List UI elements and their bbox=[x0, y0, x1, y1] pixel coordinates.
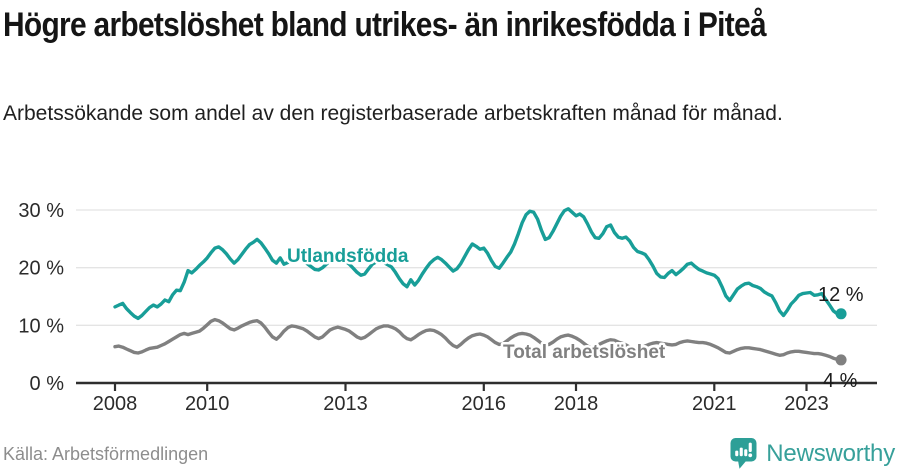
y-axis-label: 10 % bbox=[18, 315, 64, 337]
page-title: Högre arbetslöshet bland utrikes- än inr… bbox=[3, 6, 767, 44]
page-subtitle: Arbetssökande som andel av den registerb… bbox=[3, 102, 783, 125]
series-end-dot-total-arbetsloshet bbox=[835, 354, 847, 366]
series-end-value-utlandsfodda: 12 % bbox=[818, 284, 864, 306]
x-axis-label: 2013 bbox=[323, 393, 368, 415]
x-axis-label: 2023 bbox=[784, 393, 829, 415]
series-end-dot-utlandsfodda bbox=[835, 308, 847, 320]
newsworthy-wordmark: Newsworthy bbox=[766, 439, 895, 467]
y-axis-label: 30 % bbox=[18, 200, 64, 222]
series-label-utlandsfodda: Utlandsfödda bbox=[287, 246, 409, 267]
x-axis-label: 2016 bbox=[462, 393, 507, 415]
source-note: Källa: Arbetsförmedlingen bbox=[3, 444, 209, 464]
newsworthy-logo[interactable]: Newsworthy bbox=[730, 438, 895, 469]
x-axis-label: 2018 bbox=[554, 393, 599, 415]
series-line-total-arbetsloshet bbox=[113, 317, 843, 362]
y-axis-label: 20 % bbox=[18, 258, 64, 280]
x-axis-label: 2021 bbox=[692, 393, 737, 415]
y-axis-label: 0 % bbox=[30, 373, 65, 395]
speech-bubble-bar-chart-icon bbox=[730, 438, 757, 469]
series-label-total-arbetsloshet: Total arbetslöshet bbox=[503, 342, 666, 363]
x-axis-label: 2010 bbox=[185, 393, 230, 415]
series-end-value-total-arbetsloshet: 4 % bbox=[823, 370, 858, 392]
series-line-utlandsfodda bbox=[113, 207, 843, 321]
x-axis-label: 2008 bbox=[93, 393, 138, 415]
